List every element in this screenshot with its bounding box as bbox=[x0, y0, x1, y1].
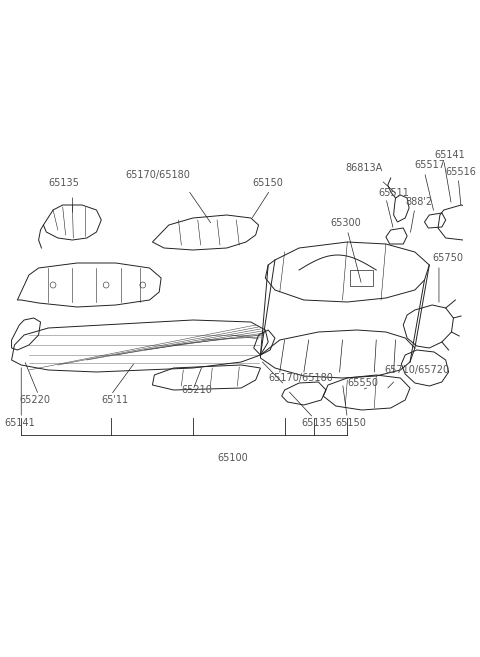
Text: 65170/65180: 65170/65180 bbox=[268, 373, 333, 383]
Text: 65210: 65210 bbox=[181, 385, 212, 395]
Text: 65750: 65750 bbox=[432, 253, 463, 263]
Text: 65516: 65516 bbox=[446, 167, 477, 177]
Text: 65135: 65135 bbox=[48, 178, 79, 188]
Text: 65100: 65100 bbox=[217, 453, 248, 463]
Text: 65135: 65135 bbox=[301, 418, 332, 428]
Bar bbox=[350, 270, 373, 286]
Text: 65150: 65150 bbox=[253, 178, 284, 188]
Text: 65710/65720: 65710/65720 bbox=[384, 365, 449, 375]
Text: 65550: 65550 bbox=[348, 378, 378, 388]
Text: 65300: 65300 bbox=[330, 218, 360, 228]
Text: 65'11: 65'11 bbox=[101, 395, 129, 405]
Text: 65150: 65150 bbox=[336, 418, 367, 428]
Text: 65170/65180: 65170/65180 bbox=[125, 170, 190, 180]
Text: 65220: 65220 bbox=[19, 395, 50, 405]
Text: 65141: 65141 bbox=[434, 150, 465, 160]
Text: 65141: 65141 bbox=[5, 418, 36, 428]
Text: 65517: 65517 bbox=[415, 160, 446, 170]
Text: 888'2: 888'2 bbox=[405, 197, 432, 207]
Text: 86813A: 86813A bbox=[346, 163, 383, 173]
Text: 65511: 65511 bbox=[378, 188, 409, 198]
